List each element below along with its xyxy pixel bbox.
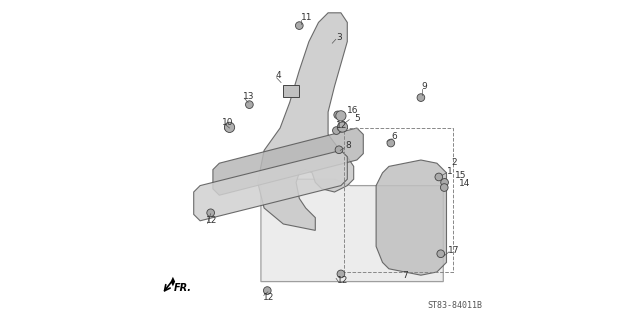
Circle shape — [336, 111, 346, 121]
Circle shape — [224, 124, 232, 131]
Polygon shape — [194, 150, 347, 221]
Circle shape — [335, 146, 343, 154]
Text: 11: 11 — [301, 13, 313, 22]
Text: 14: 14 — [459, 179, 471, 188]
Circle shape — [207, 209, 215, 217]
Circle shape — [334, 111, 341, 119]
Text: 2: 2 — [451, 158, 457, 167]
Circle shape — [333, 127, 340, 134]
Text: 1: 1 — [447, 167, 452, 176]
Circle shape — [417, 94, 425, 101]
Circle shape — [224, 122, 234, 132]
Polygon shape — [261, 179, 443, 282]
Text: 10: 10 — [222, 118, 233, 127]
Text: 16: 16 — [347, 106, 358, 115]
Text: 17: 17 — [448, 246, 460, 255]
Circle shape — [441, 179, 448, 186]
Text: 13: 13 — [243, 92, 254, 100]
Circle shape — [245, 101, 254, 108]
Text: 12: 12 — [336, 121, 347, 130]
Text: 8: 8 — [345, 141, 351, 150]
Circle shape — [296, 22, 303, 29]
Polygon shape — [258, 13, 354, 230]
Text: 12: 12 — [206, 216, 217, 225]
Text: ST83-84011B: ST83-84011B — [427, 301, 482, 310]
Circle shape — [337, 270, 345, 278]
Text: 12: 12 — [337, 276, 348, 285]
Bar — [283, 85, 299, 97]
Circle shape — [264, 287, 271, 294]
Text: 6: 6 — [392, 132, 397, 141]
Text: 5: 5 — [354, 114, 360, 123]
Text: 7: 7 — [403, 271, 408, 280]
Circle shape — [440, 184, 448, 191]
Text: FR.: FR. — [173, 283, 192, 293]
Polygon shape — [171, 277, 175, 286]
Text: 3: 3 — [337, 33, 343, 42]
Circle shape — [338, 122, 348, 132]
Circle shape — [435, 173, 443, 181]
Text: 9: 9 — [422, 82, 427, 91]
Text: 12: 12 — [263, 293, 274, 302]
Polygon shape — [376, 160, 447, 275]
Circle shape — [437, 250, 445, 258]
Polygon shape — [213, 128, 363, 195]
Circle shape — [387, 139, 395, 147]
Text: 4: 4 — [275, 71, 281, 80]
Text: 15: 15 — [455, 171, 467, 180]
